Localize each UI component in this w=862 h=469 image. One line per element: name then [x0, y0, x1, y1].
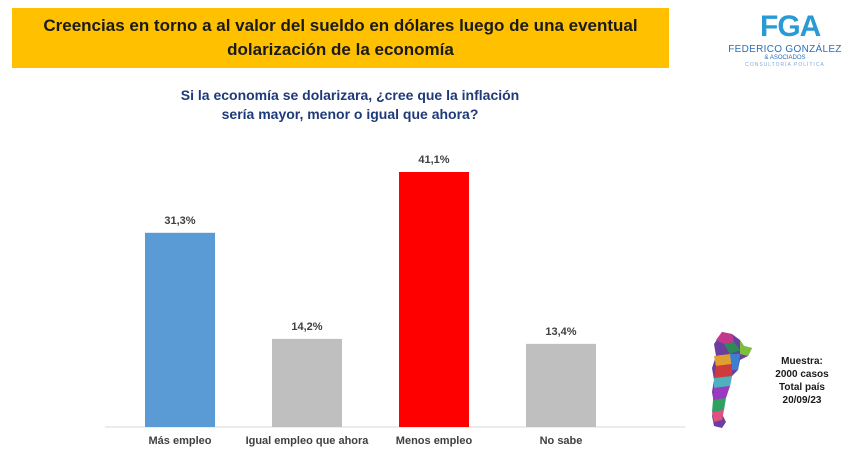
company-logo: FGA FEDERICO GONZÁLEZ & ASOCIADOS CONSUL…	[720, 10, 850, 72]
category-label-3: Menos empleo	[396, 435, 473, 447]
argentina-map-icon	[712, 332, 752, 428]
bar-4	[526, 343, 596, 427]
data-label-2: 14,2%	[291, 321, 322, 333]
data-label-3: 41,1%	[418, 154, 449, 166]
sample-date: 20/09/23	[782, 395, 822, 406]
bar-3	[399, 172, 469, 427]
title-line-1: Creencias en torno a al valor del sueldo…	[43, 16, 638, 35]
data-label-4: 13,4%	[545, 326, 576, 338]
sample-label: Muestra:	[781, 356, 823, 367]
logo-name: FEDERICO GONZÁLEZ	[728, 44, 842, 55]
data-label-1: 31,3%	[164, 215, 195, 227]
category-label-1: Más empleo	[149, 435, 212, 447]
logo-mark: FGA	[760, 10, 821, 43]
bar-2	[272, 338, 342, 427]
category-label-4: No sabe	[540, 435, 583, 447]
question-line-1: Si la economía se dolarizara, ¿cree que …	[180, 87, 520, 103]
sample-scope: Total país	[779, 382, 825, 393]
sample-info: Muestra: 2000 casos Total país 20/09/23	[762, 355, 842, 407]
survey-question: Si la economía se dolarizara, ¿cree que …	[150, 86, 550, 124]
sample-size: 2000 casos	[775, 369, 829, 380]
logo-sub: & ASOCIADOS	[764, 55, 806, 61]
title-banner: Creencias en torno a al valor del sueldo…	[12, 8, 669, 68]
logo-tagline: CONSULTORÍA POLÍTICA	[745, 62, 825, 68]
title-line-2: dolarización de la economía	[227, 40, 454, 59]
bar-1	[145, 232, 215, 427]
question-line-2: sería mayor, menor o igual que ahora?	[221, 106, 479, 122]
category-label-2: Igual empleo que ahora	[246, 435, 370, 447]
page-title: Creencias en torno a al valor del sueldo…	[31, 14, 651, 62]
